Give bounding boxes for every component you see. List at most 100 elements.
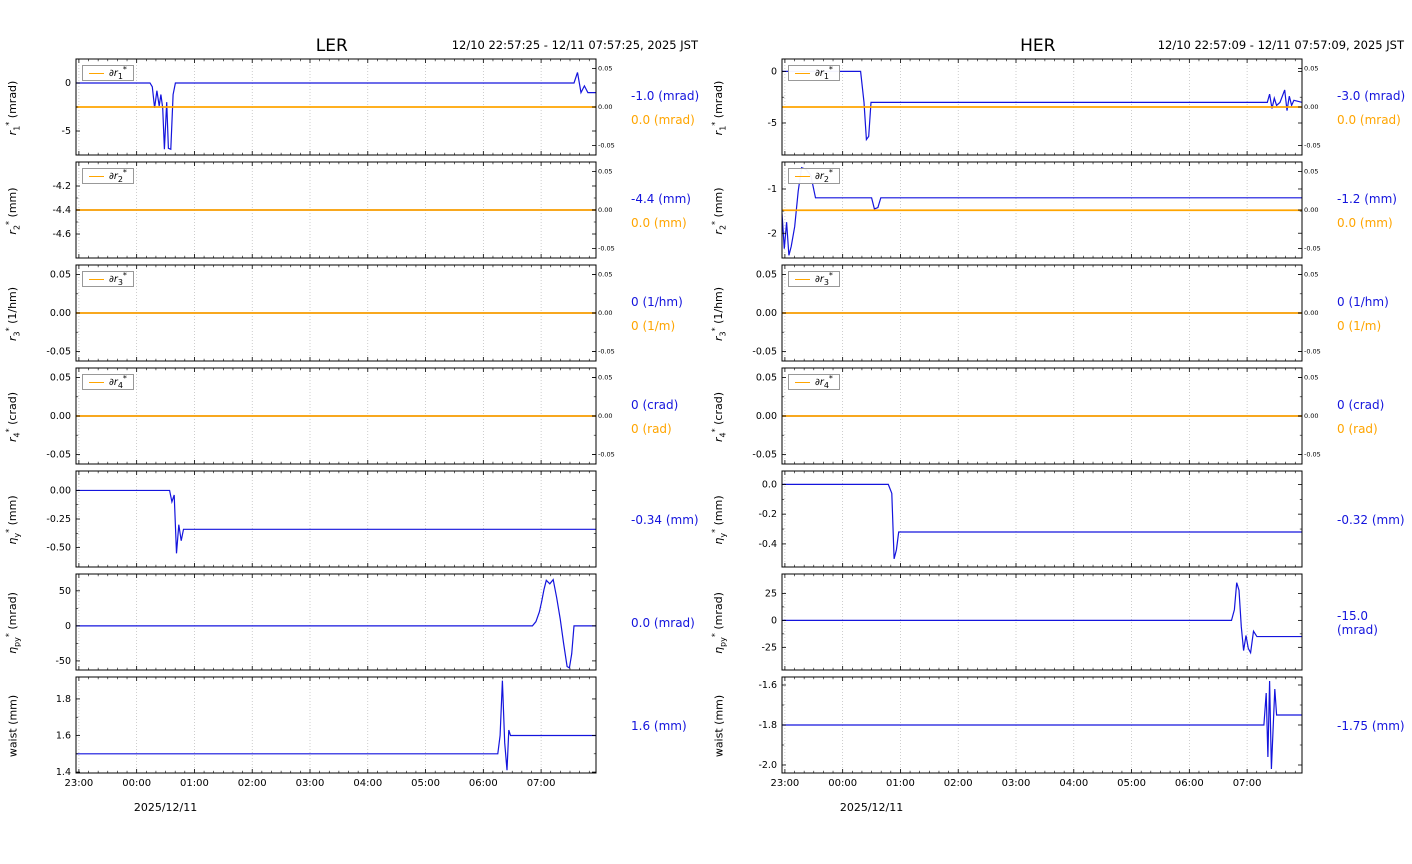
y-tick-label: 0.00 [756, 308, 777, 319]
ler-ylabel-4: ηy* (mm) [4, 495, 22, 545]
date-range-ler: 12/10 22:57:25 - 12/11 07:57:25, 2025 JS… [451, 38, 698, 52]
right-axis-tick-label: -0.05 [1304, 450, 1321, 458]
value-label-blue: 0 (crad) [1337, 398, 1385, 412]
ler-subplot-0: r1* (mrad) 0 -5 0.05 0.00 -0.05 ∂r1* -1.0 (mrad… [0, 58, 706, 158]
plot-1-5: 25 0 -25 [761, 573, 1303, 671]
right-axis-tick-label: 0.05 [598, 374, 612, 382]
value-label-orange: 0 (rad) [1337, 422, 1378, 436]
plot-1-1: -1 -2 0.05 0.00 -0.05 [768, 161, 1321, 259]
right-axis-tick-label: 0.00 [598, 309, 612, 317]
legend-line-sample [795, 381, 810, 383]
plot-area [76, 574, 596, 670]
right-axis-tick-label: -0.05 [1304, 347, 1321, 355]
right-axis-tick-label: -0.05 [1304, 244, 1321, 252]
ylabel-wrap: ηpy* (mrad) [706, 573, 732, 673]
x-tick-label: 03:00 [1002, 778, 1031, 789]
her-ylabel-0: r1* (mrad) [710, 80, 728, 136]
value-label-blue: 0 (crad) [631, 398, 679, 412]
right-axis-tick-label: 0.00 [598, 412, 612, 420]
right-axis-tick-label: -0.05 [598, 141, 615, 149]
ler-ylabel-0: r1* (mrad) [4, 80, 22, 136]
x-tick-label: 06:00 [469, 778, 498, 789]
y-tick-label: 0.05 [756, 270, 777, 281]
ylabel-wrap: ηpy* (mrad) [0, 573, 26, 673]
y-tick-label: -50 [55, 656, 71, 667]
ler-subplot-4: ηy* (mm) 0.00 -0.25 -0.50 -0.34 (mm) [0, 470, 706, 570]
x-tick-label: 23:00 [64, 778, 93, 789]
y-tick-label: 0.00 [50, 411, 71, 422]
y-tick-label: 1.6 [56, 731, 71, 742]
her-values-5: -15.0 (mrad) [1332, 573, 1412, 673]
plot-1-0: 0 -5 0.05 0.00 -0.05 [768, 58, 1321, 156]
y-tick-label: 0.00 [50, 485, 71, 496]
y-tick-label: 0.00 [756, 411, 777, 422]
ylabel-wrap: waist (mm) [0, 676, 26, 776]
ylabel-wrap: r4* (crad) [706, 367, 732, 467]
her-values-2: 0 (1/hm) 0 (1/m) [1332, 264, 1412, 364]
right-axis-tick-label: -0.05 [598, 347, 615, 355]
legend-line-sample [795, 72, 810, 74]
x-tick-label: 07:00 [527, 778, 556, 789]
ler-subplot-2: r3* (1/hm) 0.05 0.00 -0.05 0.05 0.00 -0.05 ∂r3*… [0, 264, 706, 364]
ler-values-5: 0.0 (mrad) [626, 573, 706, 673]
legend-label: ∂r3* [109, 270, 127, 288]
y-tick-label: 0 [771, 615, 777, 626]
value-label-orange: 0.0 (mrad) [1337, 113, 1401, 127]
ler-legend-1: ∂r2* [82, 168, 134, 184]
y-tick-label: 0 [65, 78, 71, 89]
right-axis-tick-label: 0.05 [1304, 65, 1318, 73]
value-label-blue: -1.2 (mm) [1337, 192, 1397, 206]
ler-legend-3: ∂r4* [82, 374, 134, 390]
x-tick-label: 04:00 [353, 778, 382, 789]
series-line [782, 582, 1302, 655]
y-tick-label: 0.05 [50, 270, 71, 281]
series-line [76, 489, 596, 554]
plot-0-3: 0.05 0.00 -0.05 0.05 0.00 -0.05 [46, 367, 615, 465]
y-tick-label: -0.05 [752, 346, 777, 357]
value-label-blue: -1.0 (mrad) [631, 89, 700, 103]
ylabel-wrap: r3* (1/hm) [0, 264, 26, 364]
y-tick-label: -2 [768, 228, 777, 239]
plot-1-6: 23:00 00:00 01:00 02:00 03:00 04:00 05:00 06:00… [758, 676, 1303, 789]
plot-1-4: 0.0 -0.2 -0.4 [758, 470, 1303, 568]
series-line [76, 578, 596, 669]
charts-container-ler: r1* (mrad) 0 -5 0.05 0.00 -0.05 ∂r1* -1.0 (mrad… [0, 58, 706, 825]
value-label-blue: 0.0 (mrad) [631, 616, 695, 630]
ler-subplot-3: r4* (crad) 0.05 0.00 -0.05 0.05 0.00 -0.05 ∂r4*… [0, 367, 706, 467]
ler-values-3: 0 (crad) 0 (rad) [626, 367, 706, 467]
x-tick-label: 23:00 [770, 778, 799, 789]
her-subplot-1: r2* (mm) -1 -2 0.05 0.00 -0.05 ∂r2* -1.2 (mm) 0.… [706, 161, 1412, 261]
legend-line-sample [89, 278, 104, 280]
y-tick-label: -1.6 [758, 680, 777, 691]
series-line [76, 680, 596, 771]
date-range-her: 12/10 22:57:09 - 12/11 07:57:09, 2025 JS… [1157, 38, 1404, 52]
x-tick-label: 06:00 [1175, 778, 1204, 789]
her-subplot-2: r3* (1/hm) 0.05 0.00 -0.05 0.05 0.00 -0.05 ∂r3*… [706, 264, 1412, 364]
y-tick-label: 50 [59, 586, 71, 597]
plot-1-2: 0.05 0.00 -0.05 0.05 0.00 -0.05 [752, 264, 1321, 362]
y-tick-label: 1.8 [56, 694, 71, 705]
her-subplot-5: ηpy* (mrad) 25 0 -25 -15.0 (mrad) [706, 573, 1412, 673]
ler-values-1: -4.4 (mm) 0.0 (mm) [626, 161, 706, 261]
x-tick-label: 05:00 [1117, 778, 1146, 789]
y-tick-label: -5 [768, 118, 777, 129]
ylabel-wrap: r1* (mrad) [706, 58, 732, 158]
x-tick-label: 01:00 [886, 778, 915, 789]
ler-date-row: 2025/12/11 [0, 801, 706, 825]
y-tick-label: -0.05 [752, 449, 777, 460]
y-tick-label: 0.00 [50, 308, 71, 319]
x-tick-label: 05:00 [411, 778, 440, 789]
ylabel-wrap: ηy* (mm) [0, 470, 26, 570]
legend-label: ∂r2* [815, 167, 833, 185]
value-label-blue: -4.4 (mm) [631, 192, 691, 206]
ler-legend-0: ∂r1* [82, 65, 134, 81]
legend-line-sample [795, 175, 810, 177]
plot-border [75, 573, 597, 671]
x-axis-date-label: 2025/12/11 [839, 801, 904, 814]
legend-label: ∂r4* [815, 373, 833, 391]
ylabel-wrap: r4* (crad) [0, 367, 26, 467]
right-axis-tick-label: 0.05 [598, 65, 612, 73]
y-tick-label: -5 [62, 126, 71, 137]
value-label-orange: 0 (1/m) [631, 319, 676, 333]
series-line [782, 483, 1302, 559]
